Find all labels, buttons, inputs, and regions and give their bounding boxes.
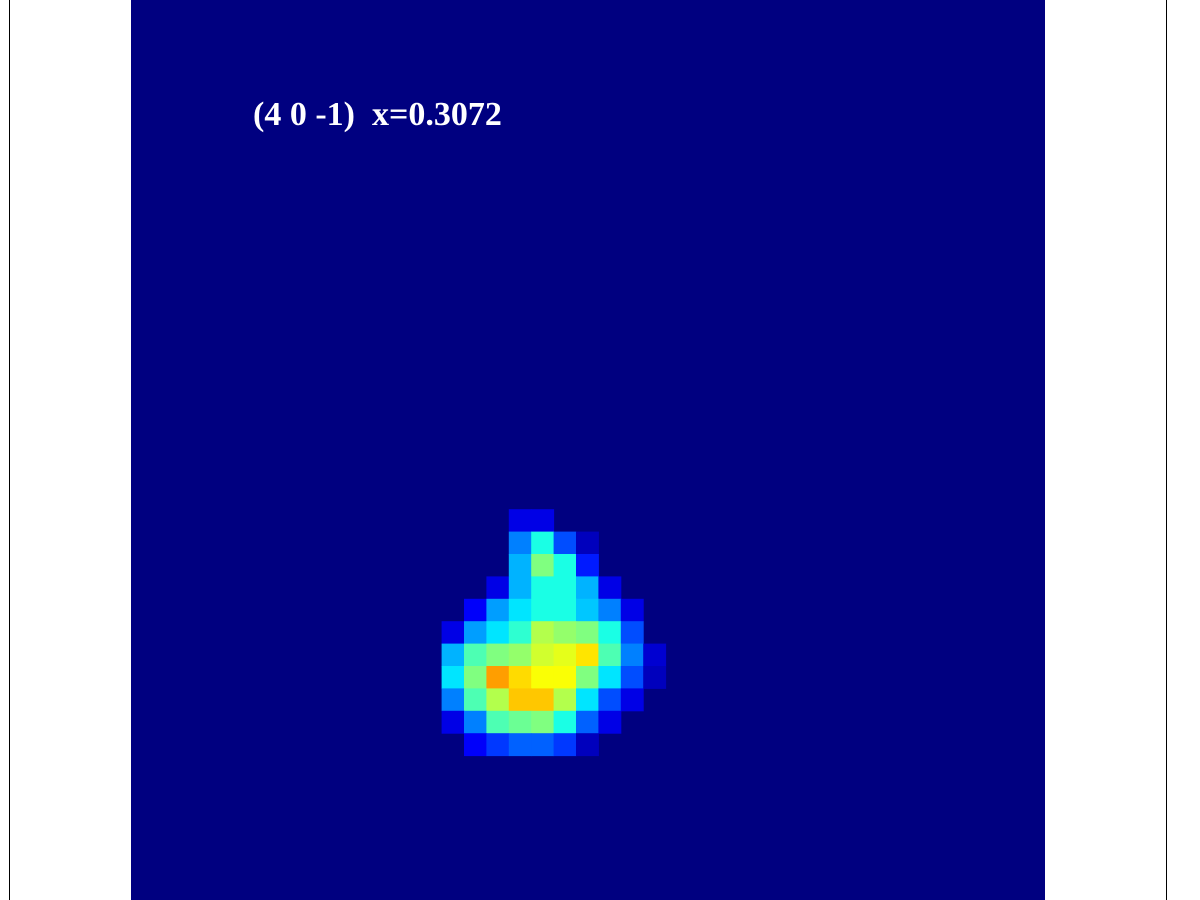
heatmap-cell xyxy=(464,710,487,734)
frame-left-border xyxy=(9,0,10,900)
heatmap-cell xyxy=(486,576,510,600)
heatmap-cell xyxy=(576,531,599,555)
heatmap-background xyxy=(131,0,1045,900)
heatmap-cell xyxy=(508,710,532,734)
heatmap-cell xyxy=(620,643,644,667)
heatmap-cell xyxy=(643,643,667,667)
heatmap-canvas xyxy=(131,0,1045,900)
heatmap-cell xyxy=(598,688,622,712)
heatmap-cell xyxy=(553,621,577,645)
heatmap-cell xyxy=(508,554,532,577)
heatmap-cell xyxy=(553,666,577,689)
frame-right-border xyxy=(1166,0,1167,900)
heatmap-cell xyxy=(508,576,532,600)
heatmap-cell xyxy=(464,733,487,757)
heatmap-cell xyxy=(553,688,577,712)
heatmap-cell xyxy=(486,621,510,645)
heatmap-cell xyxy=(553,576,577,600)
heatmap-cell xyxy=(576,688,599,712)
heatmap-cell xyxy=(598,710,622,734)
heatmap-cell xyxy=(531,576,555,600)
heatmap-cell xyxy=(508,509,532,533)
heatmap-cell xyxy=(620,598,644,622)
heatmap-cell xyxy=(531,509,555,533)
heatmap-cell xyxy=(598,598,622,622)
heatmap-cell xyxy=(620,666,644,689)
heatmap-cell xyxy=(576,576,599,600)
heatmap-cell xyxy=(441,643,465,667)
heatmap-cell xyxy=(643,666,667,689)
heatmap-cell xyxy=(553,643,577,667)
heatmap-cell xyxy=(598,576,622,600)
heatmap-cell xyxy=(441,688,465,712)
heatmap-cell xyxy=(531,643,555,667)
heatmap-cell xyxy=(553,554,577,577)
heatmap-cell xyxy=(576,733,599,757)
heatmap-cell xyxy=(508,666,532,689)
heatmap-cell xyxy=(486,666,510,689)
heatmap-cell xyxy=(486,643,510,667)
heatmap-cell xyxy=(620,688,644,712)
heatmap-cell xyxy=(576,621,599,645)
heatmap-cell xyxy=(508,688,532,712)
heatmap-cell xyxy=(531,710,555,734)
heatmap-cell xyxy=(553,531,577,555)
heatmap-cell xyxy=(464,643,487,667)
heatmap-cell xyxy=(576,666,599,689)
heatmap-cell xyxy=(531,531,555,555)
heatmap-cell xyxy=(464,598,487,622)
heatmap-cell xyxy=(508,733,532,757)
heatmap-cell xyxy=(553,733,577,757)
heatmap-cell xyxy=(464,666,487,689)
heatmap-cell xyxy=(553,598,577,622)
heatmap-cell xyxy=(508,621,532,645)
chart-title: (4 0 -1) x=0.3072 xyxy=(253,96,502,133)
heatmap-cell xyxy=(531,666,555,689)
heatmap-cell xyxy=(531,598,555,622)
heatmap-cell xyxy=(531,733,555,757)
heatmap-cell xyxy=(508,598,532,622)
heatmap-cell xyxy=(531,621,555,645)
heatmap-cell xyxy=(598,666,622,689)
heatmap-cell xyxy=(531,688,555,712)
heatmap-cell xyxy=(441,666,465,689)
heatmap-cell xyxy=(620,621,644,645)
heatmap-cell xyxy=(576,710,599,734)
heatmap-cell xyxy=(486,598,510,622)
heatmap-cell xyxy=(576,643,599,667)
heatmap-cell xyxy=(486,688,510,712)
heatmap-cell xyxy=(441,621,465,645)
heatmap-cells xyxy=(441,509,667,757)
heatmap-cell xyxy=(553,710,577,734)
heatmap-cell xyxy=(576,554,599,577)
heatmap-cell xyxy=(464,621,487,645)
heatmap-cell xyxy=(531,554,555,577)
heatmap-cell xyxy=(464,688,487,712)
heatmap-cell xyxy=(508,643,532,667)
heatmap-cell xyxy=(598,621,622,645)
heatmap-cell xyxy=(576,598,599,622)
heatmap-cell xyxy=(486,733,510,757)
heatmap-cell xyxy=(508,531,532,555)
heatmap-cell xyxy=(486,710,510,734)
heatmap-plot xyxy=(131,0,1045,900)
heatmap-cell xyxy=(441,710,465,734)
heatmap-cell xyxy=(598,643,622,667)
